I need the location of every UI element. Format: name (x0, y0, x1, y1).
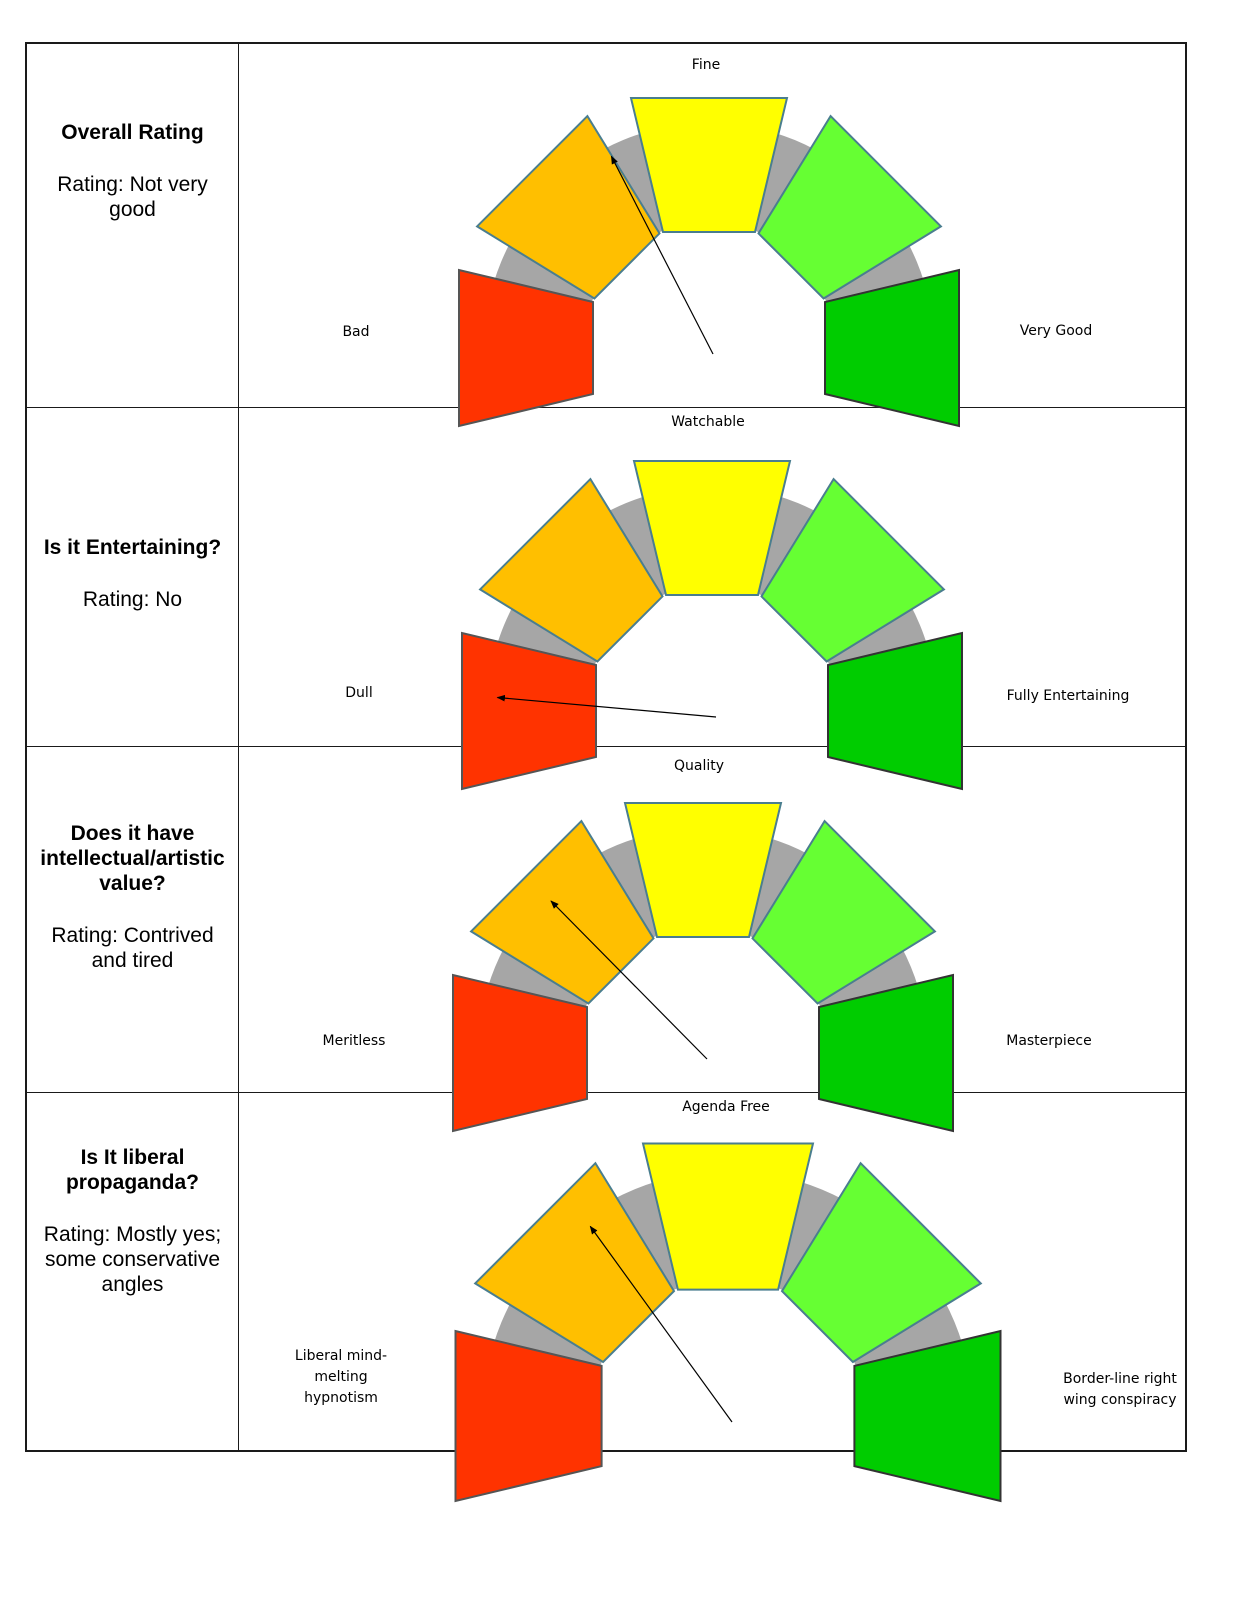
gauge-segment-red (458, 268, 594, 428)
gauge-top-label: Quality (673, 758, 725, 774)
gauge-segment-yellow (629, 97, 789, 233)
question-cell: Overall Rating Rating: Not very good (27, 44, 239, 407)
question-cell: Does it have intellectual/artistic value… (27, 747, 239, 1092)
rating-row-entertaining: Is it Entertaining? Rating: No Watchable… (27, 408, 1185, 791)
gauge-top-label: Fine (691, 57, 721, 73)
gauge-segment-yellow (623, 802, 783, 938)
gauge-cell: Watchable Dull Fully Entertaining (239, 408, 1185, 791)
rating-table: Overall Rating Rating: Not very good Fin… (25, 42, 1187, 1503)
gauge-pointer-arrow (496, 694, 717, 718)
gauge-cell: Fine Bad Very Good (239, 44, 1185, 428)
gauge-pointer-arrow (550, 900, 708, 1060)
gauge-segment-light-green (751, 819, 937, 1005)
gauge-right-label: Masterpiece (1006, 1033, 1092, 1049)
gauge-right-label: Border-line right wing conspiracy (1063, 1371, 1177, 1408)
question-cell: Is It liberal propaganda? Rating: Mostly… (27, 1093, 239, 1452)
gauge-segment-yellow (632, 460, 792, 596)
gauge-segment-red (454, 1329, 603, 1503)
gauge-segment-green (853, 1329, 1002, 1503)
gauge-top-label: Agenda Free (682, 1099, 770, 1115)
question-title: Does it have intellectual/artistic value… (40, 822, 225, 895)
question-title: Is It liberal propaganda? (65, 1146, 199, 1194)
gauge-pointer-arrow (610, 155, 714, 355)
gauge-right-label: Very Good (1019, 323, 1093, 339)
gauge-top-label: Watchable (671, 414, 745, 430)
gauge-chart (458, 97, 960, 428)
gauge-segment-yellow (641, 1142, 815, 1291)
gauge-segment-green (824, 268, 960, 428)
gauge-left-label: Meritless (322, 1033, 386, 1049)
question-title: Is it Entertaining? (43, 536, 222, 559)
gauge-segment-red (452, 973, 588, 1133)
gauge-pointer-arrow (589, 1225, 733, 1423)
gauge-segment-green (818, 973, 954, 1133)
rating-text: Rating: Not very good (57, 173, 208, 221)
rating-text: Rating: Contrived and tired (51, 924, 214, 972)
gauge-segment-orange (478, 477, 664, 663)
rating-row-propaganda: Is It liberal propaganda? Rating: Mostly… (27, 1093, 1185, 1503)
gauge-chart (454, 1142, 1002, 1503)
gauge-segment-green (827, 631, 963, 791)
rating-row-artistic-value: Does it have intellectual/artistic value… (27, 747, 1185, 1133)
gauge-cell: Quality Meritless Masterpiece (239, 747, 1185, 1133)
gauge-chart (461, 460, 963, 791)
gauge-segment-red (461, 631, 597, 791)
gauge-chart (452, 802, 954, 1133)
gauge-segment-light-green (757, 114, 943, 300)
rating-row-overall: Overall Rating Rating: Not very good Fin… (27, 44, 1185, 428)
gauge-left-label: Dull (345, 685, 373, 701)
gauge-segment-orange (473, 1161, 676, 1364)
question-title: Overall Rating (61, 121, 204, 144)
rating-text: Rating: No (82, 588, 183, 611)
gauge-cell: Agenda Free Liberal mind-melting hypnoti… (239, 1093, 1185, 1503)
question-cell: Is it Entertaining? Rating: No (27, 408, 239, 746)
rating-text: Rating: Mostly yes; some conservative an… (43, 1223, 222, 1296)
gauge-segment-light-green (780, 1161, 983, 1364)
gauge-segment-light-green (760, 477, 946, 663)
gauge-left-label: Liberal mind-melting hypnotism (294, 1348, 388, 1406)
gauge-right-label: Fully Entertaining (1006, 688, 1130, 704)
gauge-left-label: Bad (342, 324, 370, 340)
